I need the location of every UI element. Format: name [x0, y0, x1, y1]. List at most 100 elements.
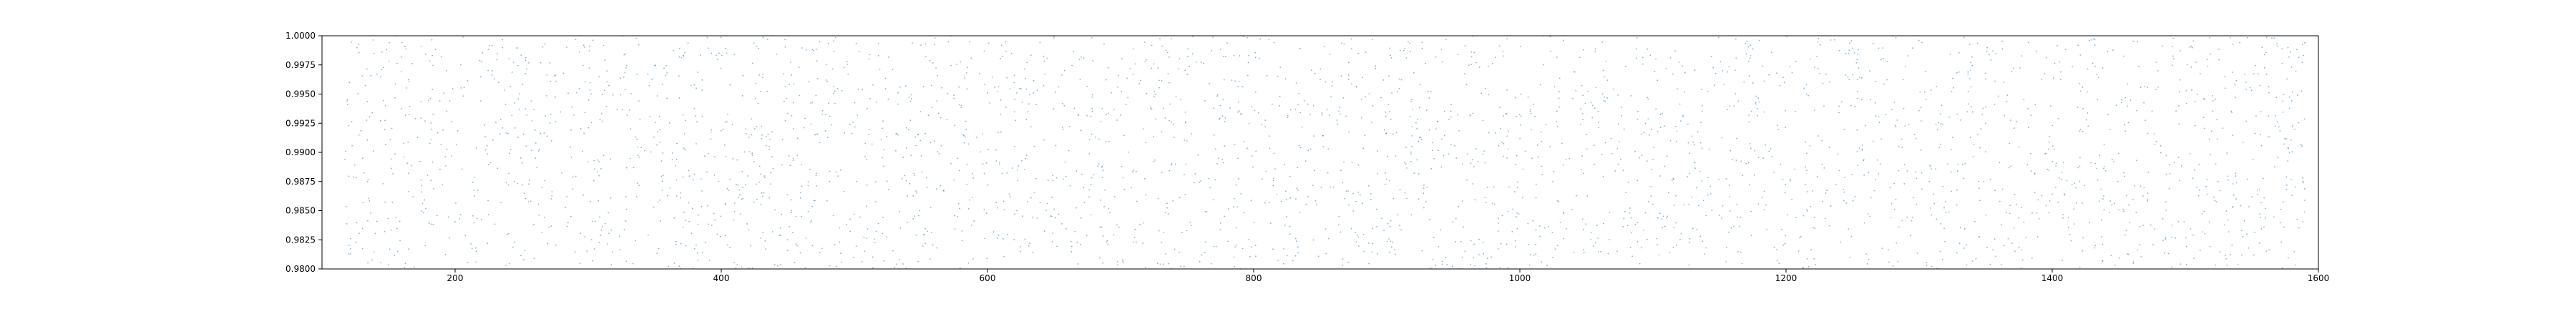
data-point	[2192, 177, 2194, 179]
data-point	[862, 89, 864, 91]
data-point	[644, 149, 645, 152]
data-point	[1581, 155, 1583, 157]
data-point	[431, 89, 434, 91]
data-point	[924, 56, 927, 57]
data-point	[1482, 242, 1484, 244]
data-point	[1327, 237, 1330, 240]
data-point	[2215, 201, 2218, 203]
data-point	[2057, 117, 2059, 119]
data-point	[1984, 106, 1986, 108]
data-point	[744, 184, 746, 186]
data-point	[1071, 64, 1073, 67]
data-point	[1440, 229, 1442, 231]
data-point	[1909, 235, 1911, 237]
data-point	[1050, 215, 1052, 217]
data-point	[1858, 67, 1860, 69]
data-point	[2038, 217, 2040, 220]
data-point	[2030, 152, 2031, 154]
data-point	[700, 178, 702, 180]
data-point	[2021, 259, 2024, 261]
data-point	[1224, 55, 1226, 57]
data-point	[532, 223, 535, 225]
data-point	[950, 162, 952, 165]
data-point	[1630, 95, 1632, 97]
data-point	[475, 250, 477, 252]
data-point	[832, 215, 834, 217]
data-point	[635, 37, 638, 39]
data-point	[1872, 140, 1874, 142]
data-point	[1750, 210, 1752, 212]
data-point	[421, 191, 423, 193]
data-point	[915, 190, 917, 192]
data-point	[1643, 229, 1644, 231]
data-point	[851, 132, 853, 134]
data-point	[2216, 138, 2218, 140]
data-point	[922, 234, 924, 236]
data-point	[966, 164, 968, 165]
data-point	[528, 180, 530, 181]
data-point	[937, 74, 938, 77]
data-point	[436, 215, 438, 217]
data-point	[1956, 170, 1958, 172]
data-point	[894, 267, 896, 269]
data-point	[1227, 240, 1229, 242]
data-point	[1331, 85, 1333, 87]
data-point	[1063, 104, 1065, 107]
data-point	[729, 247, 731, 248]
data-point	[1420, 136, 1422, 138]
data-point	[455, 202, 457, 204]
data-point	[2124, 130, 2127, 132]
data-point	[666, 72, 668, 74]
data-point	[1470, 51, 1473, 53]
data-point	[1108, 207, 1110, 210]
data-point	[2191, 89, 2192, 91]
data-point	[636, 74, 638, 75]
data-point	[1243, 141, 1245, 143]
data-point	[2291, 125, 2293, 127]
data-point	[1014, 98, 1016, 100]
data-point	[408, 172, 409, 175]
data-point	[1729, 185, 1731, 186]
data-point	[2097, 99, 2099, 101]
data-point	[1174, 163, 1176, 165]
data-point	[1324, 81, 1327, 83]
data-point	[1080, 244, 1082, 245]
data-point	[1646, 97, 1649, 99]
data-point	[1340, 170, 1342, 172]
data-point	[2199, 73, 2201, 74]
data-point	[399, 240, 401, 242]
data-point	[1966, 111, 1968, 113]
data-point	[1747, 46, 1750, 48]
data-point	[772, 167, 774, 170]
data-point	[1757, 107, 1758, 109]
data-point	[1903, 183, 1906, 185]
data-point	[912, 195, 914, 197]
data-point	[2197, 94, 2198, 95]
data-point	[2206, 59, 2208, 60]
data-point	[2203, 127, 2205, 129]
data-point	[2242, 142, 2244, 143]
data-point	[1340, 231, 1342, 233]
data-point	[2048, 141, 2050, 143]
data-point	[2302, 180, 2304, 182]
data-point	[1138, 82, 1140, 84]
data-point	[675, 195, 678, 197]
data-point	[1844, 177, 1846, 179]
data-point	[2240, 230, 2243, 232]
data-point	[868, 58, 870, 60]
data-point	[1778, 263, 1780, 265]
data-point	[2111, 204, 2113, 206]
data-point	[801, 163, 802, 165]
data-point	[2302, 221, 2304, 223]
data-point	[995, 149, 997, 151]
data-point	[1405, 163, 1407, 165]
data-point	[2052, 77, 2054, 79]
data-point	[884, 88, 887, 89]
data-point	[864, 156, 866, 158]
data-point	[1070, 240, 1072, 242]
y-tick-label: 0.9800	[286, 264, 316, 274]
data-point	[905, 180, 907, 182]
data-point	[659, 142, 661, 143]
data-point	[588, 50, 590, 52]
data-point	[624, 72, 626, 74]
